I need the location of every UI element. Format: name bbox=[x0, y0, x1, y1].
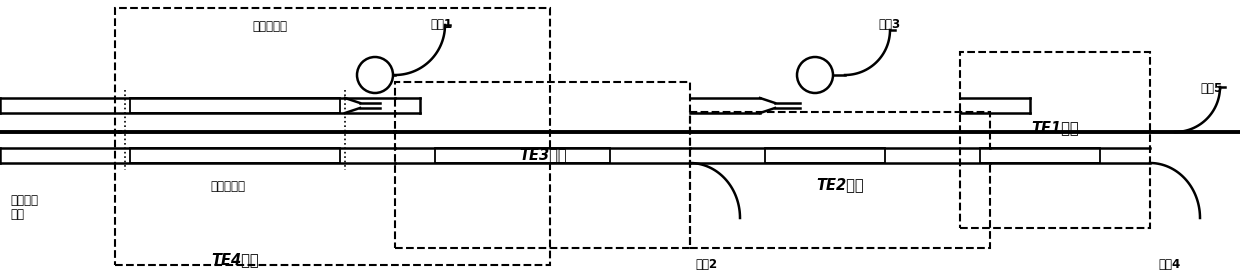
Text: 输出3: 输出3 bbox=[878, 19, 900, 32]
Text: 输出5: 输出5 bbox=[1200, 81, 1223, 95]
Bar bbox=[765, 148, 885, 163]
Bar bbox=[115, 8, 551, 265]
Text: 模式转换器: 模式转换器 bbox=[253, 21, 288, 33]
Text: 波导: 波导 bbox=[10, 209, 24, 221]
Text: 输出4: 输出4 bbox=[1159, 258, 1182, 271]
Bar bbox=[960, 52, 1149, 228]
Text: TE3阶段: TE3阶段 bbox=[520, 147, 567, 162]
Text: 输出2: 输出2 bbox=[694, 258, 717, 271]
Text: 输出1: 输出1 bbox=[430, 19, 453, 32]
Text: TE1阶段: TE1阶段 bbox=[1032, 121, 1079, 136]
Bar bbox=[130, 148, 340, 163]
Bar bbox=[689, 112, 990, 248]
Bar bbox=[435, 148, 610, 163]
Text: TE4阶段: TE4阶段 bbox=[211, 252, 259, 267]
Bar bbox=[980, 148, 1100, 163]
Text: TE2阶段: TE2阶段 bbox=[816, 178, 864, 193]
Text: 桥型耦合器: 桥型耦合器 bbox=[211, 181, 246, 193]
Bar bbox=[130, 98, 340, 113]
Bar bbox=[396, 82, 689, 248]
Text: 输入总线: 输入总线 bbox=[10, 193, 38, 207]
